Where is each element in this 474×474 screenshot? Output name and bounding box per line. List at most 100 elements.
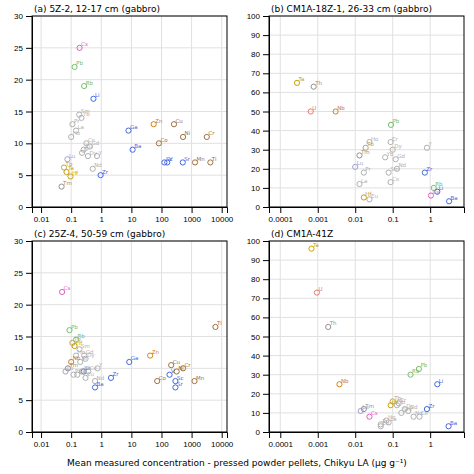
grid bbox=[269, 16, 464, 207]
point-label: Sc bbox=[166, 156, 173, 162]
point-label: U bbox=[318, 286, 322, 292]
tick: 0.1 bbox=[388, 207, 400, 224]
point-label: Dy bbox=[394, 143, 402, 150]
x-axis: 0.00010.0010.010.11 bbox=[269, 432, 465, 449]
tick-mark bbox=[263, 188, 269, 189]
tick: 20 bbox=[14, 301, 32, 310]
point-label: Ba bbox=[451, 195, 458, 201]
tick-label: 100 bbox=[155, 215, 169, 224]
tick-label: 15 bbox=[14, 108, 23, 117]
point-label: Li bbox=[439, 185, 444, 191]
point-label: Rb bbox=[412, 368, 420, 374]
tick: 0 bbox=[19, 203, 32, 212]
tick-mark bbox=[26, 175, 32, 176]
tick-mark bbox=[263, 35, 269, 36]
tick-mark bbox=[192, 432, 193, 438]
grid-line-y bbox=[32, 175, 227, 176]
tick-label: 1000 bbox=[183, 440, 201, 449]
point-label: Nd bbox=[97, 375, 105, 381]
tick: 100 bbox=[155, 207, 169, 224]
point-label: La bbox=[361, 178, 367, 184]
point-label: Cs bbox=[371, 410, 378, 416]
tick-mark bbox=[26, 16, 32, 17]
tick-label: 1000 bbox=[183, 215, 201, 224]
point-label: Nb bbox=[73, 355, 81, 361]
y-axis: 051015202530 bbox=[14, 12, 32, 212]
grid-line-y bbox=[269, 92, 464, 93]
tick-mark bbox=[263, 92, 269, 93]
point-label: V bbox=[169, 156, 173, 162]
point-label: Sm bbox=[403, 406, 412, 412]
point-label: Li bbox=[95, 92, 100, 98]
grid bbox=[269, 241, 464, 432]
panel-title: (b) CM1A-18Z-1, 26-33 cm (gabbro) bbox=[271, 4, 432, 14]
tick-mark bbox=[71, 432, 72, 438]
tick-mark bbox=[26, 432, 32, 433]
point-label: Cs bbox=[64, 285, 71, 291]
grid-line-y bbox=[32, 79, 227, 80]
tick: 1000 bbox=[183, 207, 201, 224]
tick-label: 10 bbox=[14, 364, 23, 373]
tick-label: 60 bbox=[251, 88, 260, 97]
point-label: Ba bbox=[97, 381, 104, 387]
point-label: Ta bbox=[298, 76, 305, 82]
point-label: Ti bbox=[216, 320, 222, 326]
tick: 10 bbox=[127, 207, 136, 224]
tick-mark bbox=[263, 150, 269, 151]
grid-line-y bbox=[269, 374, 464, 375]
tick-label: 20 bbox=[251, 165, 260, 174]
point-label: Ni bbox=[185, 130, 191, 136]
tick-mark bbox=[263, 169, 269, 170]
tick-mark bbox=[263, 54, 269, 55]
tick-label: 40 bbox=[251, 127, 260, 136]
point-label: Er bbox=[392, 136, 398, 142]
axis-domain bbox=[33, 208, 228, 214]
grid-line-y bbox=[269, 260, 464, 261]
tick-label: 1 bbox=[428, 440, 433, 449]
point-label: Nd bbox=[94, 162, 102, 168]
point-label: Tm bbox=[360, 149, 370, 155]
point-label: Rb bbox=[78, 333, 86, 339]
tick: 30 bbox=[14, 237, 32, 246]
tick-mark bbox=[26, 143, 32, 144]
axis-domain bbox=[270, 433, 465, 439]
tick: 60 bbox=[251, 88, 269, 97]
tick-label: 0.001 bbox=[308, 440, 329, 449]
point-label: Pr bbox=[74, 118, 80, 124]
tick-mark bbox=[263, 207, 269, 208]
point-label: Ce bbox=[421, 410, 429, 416]
tick-label: 10 bbox=[14, 139, 23, 148]
tick-label: 0 bbox=[19, 203, 24, 212]
panel-title: (a) 5Z-2, 12-17 cm (gabbro) bbox=[34, 4, 160, 14]
tick-label: 30 bbox=[14, 237, 23, 246]
tick: 0.0001 bbox=[269, 207, 294, 224]
tick: 30 bbox=[251, 146, 269, 155]
tick-label: 20 bbox=[14, 301, 23, 310]
point-label: Sm bbox=[81, 343, 90, 349]
tick: 80 bbox=[251, 275, 269, 284]
tick: 1 bbox=[100, 207, 105, 224]
point-label: Lu bbox=[67, 365, 73, 371]
tick-label: 15 bbox=[14, 333, 23, 342]
point-label: Dy bbox=[87, 352, 95, 359]
tick-mark bbox=[26, 368, 32, 369]
grid-line-y bbox=[269, 355, 464, 356]
tick: 0.01 bbox=[348, 207, 364, 224]
tick: 0.1 bbox=[66, 432, 78, 449]
panel: 0.010.1110100100010000051015202530CsPbTb… bbox=[14, 229, 234, 449]
grid-line-y bbox=[32, 143, 227, 144]
tick-label: 70 bbox=[251, 294, 260, 303]
tick-mark bbox=[318, 207, 319, 213]
point-label: Tm bbox=[62, 180, 72, 186]
tick-mark bbox=[26, 48, 32, 49]
tick-mark bbox=[131, 207, 132, 213]
tick-mark bbox=[71, 207, 72, 213]
tick-mark bbox=[131, 432, 132, 438]
grid-line-y bbox=[269, 336, 464, 337]
panel: 0.00010.0010.010.11010203040506070809010… bbox=[247, 229, 465, 449]
points bbox=[60, 289, 219, 390]
point-label: Yb bbox=[82, 111, 90, 117]
tick-mark bbox=[263, 298, 269, 299]
tick: 0.01 bbox=[348, 432, 364, 449]
x-axis: 0.010.1110100100010000 bbox=[33, 207, 234, 224]
